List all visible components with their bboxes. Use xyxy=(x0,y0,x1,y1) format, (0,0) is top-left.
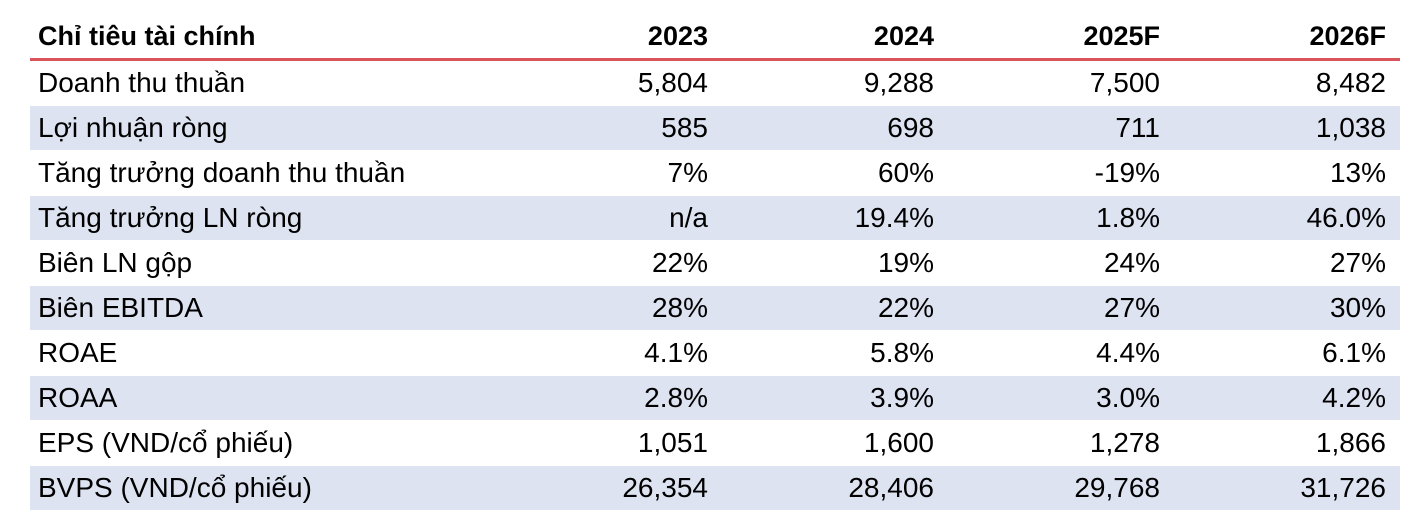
row-value: 4.1% xyxy=(644,337,708,368)
row-value: 8,482 xyxy=(1315,67,1386,98)
table-row: Tăng trưởng LN ròng n/a 19.4% 1.8% 46.0% xyxy=(30,196,1400,241)
table-row: Doanh thu thuần 5,804 9,288 7,500 8,482 xyxy=(30,61,1400,106)
row-value: 1,051 xyxy=(637,427,708,458)
row-value: 60% xyxy=(877,157,934,188)
row-value: 698 xyxy=(887,112,934,143)
header-year-2023: 2023 xyxy=(647,21,708,51)
row-value: 1.8% xyxy=(1096,202,1160,233)
row-value: 26,354 xyxy=(622,472,708,503)
row-value: 711 xyxy=(1115,112,1160,143)
table-row: Lợi nhuận ròng 585 698 711 1,038 xyxy=(30,106,1400,151)
financial-indicators-table: Chỉ tiêu tài chính 2023 2024 2025F 2026F… xyxy=(30,15,1400,511)
row-value: 4.2% xyxy=(1322,382,1386,413)
row-label: ROAA xyxy=(38,382,118,413)
row-value: 5,804 xyxy=(637,67,708,98)
row-value: 2.8% xyxy=(644,382,708,413)
row-value: 7% xyxy=(667,157,708,188)
row-value: 9,288 xyxy=(863,67,934,98)
header-year-2026f: 2026F xyxy=(1309,21,1386,51)
row-value: n/a xyxy=(669,202,708,233)
row-value: 30% xyxy=(1329,292,1386,323)
row-value: 1,038 xyxy=(1315,112,1386,143)
row-value: -19% xyxy=(1094,157,1160,188)
row-value: 13% xyxy=(1329,157,1386,188)
row-value: 22% xyxy=(877,292,934,323)
row-label: Biên EBITDA xyxy=(38,292,203,323)
row-label: Tăng trưởng doanh thu thuần xyxy=(38,157,406,188)
row-value: 1,600 xyxy=(863,427,934,458)
table-row: BVPS (VND/cổ phiếu) 26,354 28,406 29,768… xyxy=(30,466,1400,511)
row-value: 4.4% xyxy=(1096,337,1160,368)
row-label: EPS (VND/cổ phiếu) xyxy=(38,427,294,458)
row-value: 3.0% xyxy=(1096,382,1160,413)
table-row: ROAE 4.1% 5.8% 4.4% 6.1% xyxy=(30,331,1400,376)
row-value: 585 xyxy=(661,112,708,143)
row-value: 24% xyxy=(1103,247,1160,278)
row-label: ROAE xyxy=(38,337,118,368)
table-row: EPS (VND/cổ phiếu) 1,051 1,600 1,278 1,8… xyxy=(30,421,1400,466)
row-label: Biên LN gộp xyxy=(38,247,193,278)
row-label: Tăng trưởng LN ròng xyxy=(38,202,303,233)
row-value: 19.4% xyxy=(854,202,934,233)
row-value: 46.0% xyxy=(1306,202,1386,233)
header-year-2024: 2024 xyxy=(873,21,934,51)
row-value: 31,726 xyxy=(1300,472,1386,503)
table-row: Biên EBITDA 28% 22% 27% 30% xyxy=(30,286,1400,331)
row-label: Lợi nhuận ròng xyxy=(38,112,228,143)
row-value: 1,866 xyxy=(1315,427,1386,458)
row-label: BVPS (VND/cổ phiếu) xyxy=(38,472,312,503)
row-value: 3.9% xyxy=(870,382,934,413)
header-year-2025f: 2025F xyxy=(1083,21,1160,51)
table-row: Tăng trưởng doanh thu thuần 7% 60% -19% … xyxy=(30,151,1400,196)
row-value: 19% xyxy=(877,247,934,278)
row-value: 5.8% xyxy=(870,337,934,368)
table-row: Biên LN gộp 22% 19% 24% 27% xyxy=(30,241,1400,286)
row-label: Doanh thu thuần xyxy=(38,67,246,98)
table-header-row: Chỉ tiêu tài chính 2023 2024 2025F 2026F xyxy=(30,15,1400,61)
row-value: 7,500 xyxy=(1089,67,1160,98)
row-value: 28,406 xyxy=(848,472,934,503)
row-value: 29,768 xyxy=(1074,472,1160,503)
table-row: ROAA 2.8% 3.9% 3.0% 4.2% xyxy=(30,376,1400,421)
row-value: 1,278 xyxy=(1089,427,1160,458)
row-value: 27% xyxy=(1329,247,1386,278)
row-value: 28% xyxy=(651,292,708,323)
row-value: 6.1% xyxy=(1322,337,1386,368)
row-value: 22% xyxy=(651,247,708,278)
row-value: 27% xyxy=(1103,292,1160,323)
header-label: Chỉ tiêu tài chính xyxy=(38,21,256,51)
